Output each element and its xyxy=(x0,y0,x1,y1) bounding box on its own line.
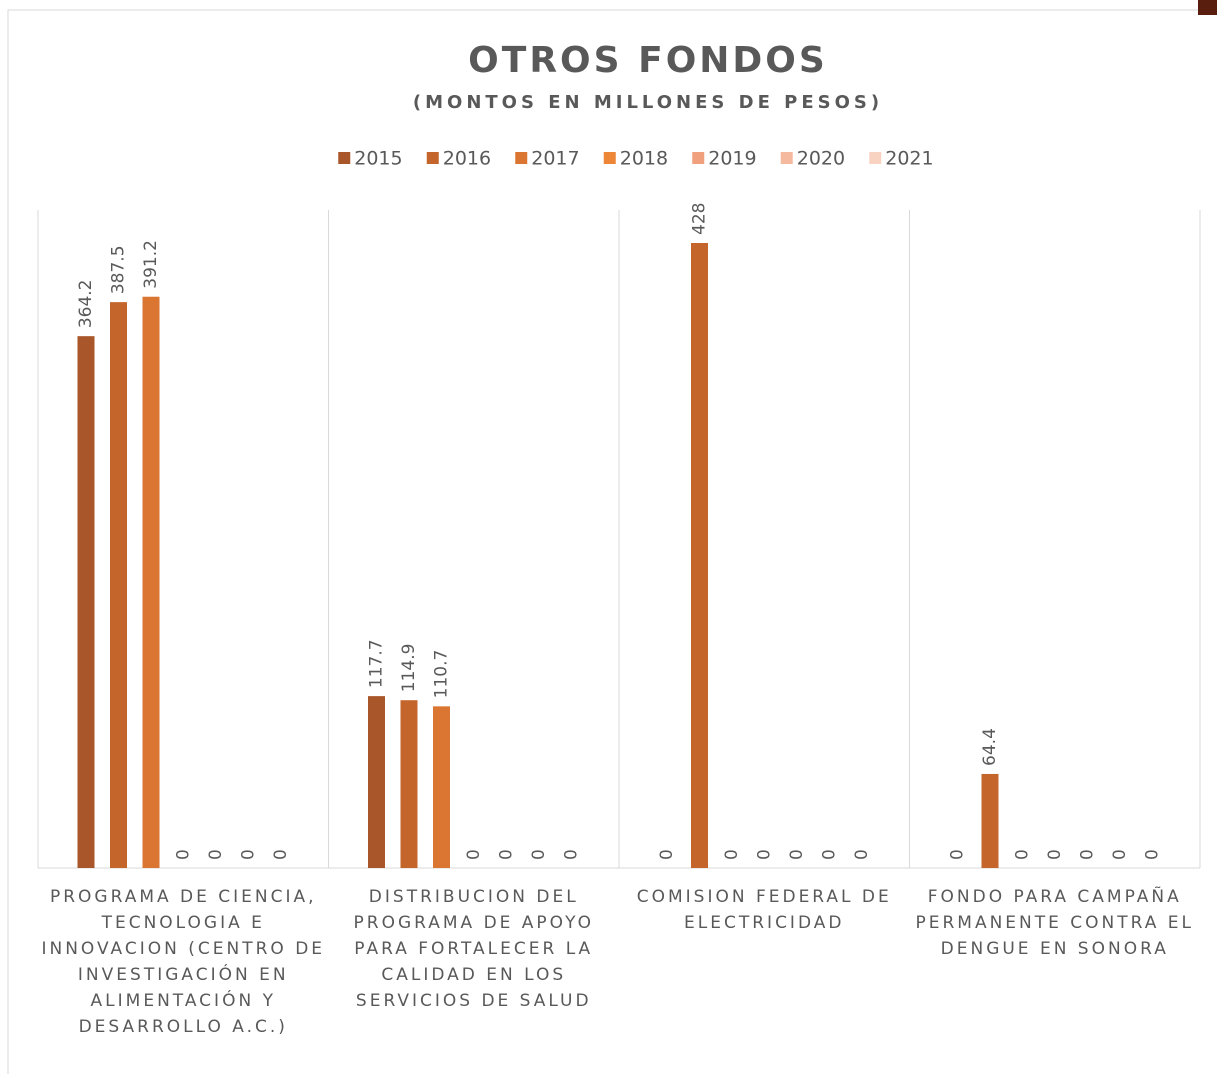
bar xyxy=(981,773,999,868)
legend-label: 2020 xyxy=(797,148,845,170)
data-label: 364.2 xyxy=(76,279,96,328)
data-label: 0 xyxy=(722,849,742,860)
data-label: 0 xyxy=(948,849,968,860)
data-label: 0 xyxy=(1110,849,1130,860)
legend-label: 2017 xyxy=(531,148,579,170)
bar xyxy=(400,700,418,868)
data-label: 0 xyxy=(657,849,677,860)
data-label: 387.5 xyxy=(109,245,129,294)
legend-label: 2021 xyxy=(885,148,933,170)
legend-swatch xyxy=(603,152,616,164)
bar xyxy=(691,243,708,868)
legend-swatch xyxy=(426,152,439,164)
legend-swatch xyxy=(338,152,351,164)
data-label: 64.4 xyxy=(980,728,1000,766)
data-label: 428 xyxy=(690,203,710,235)
data-label: 0 xyxy=(1045,849,1065,860)
data-label: 0 xyxy=(271,849,291,860)
data-label: 0 xyxy=(755,849,775,860)
chart-frame xyxy=(7,9,1217,1074)
data-label: 0 xyxy=(562,849,582,860)
data-label: 114.9 xyxy=(399,644,419,693)
legend-label: 2019 xyxy=(708,148,756,170)
legend-swatch xyxy=(869,152,882,164)
data-label: 110.7 xyxy=(432,650,452,699)
corner-decoration xyxy=(1198,0,1217,15)
bar xyxy=(142,296,160,869)
x-tick-label: DISTRIBUCION DEL PROGRAMA DE APOYO PARA … xyxy=(353,887,594,1011)
data-label: 0 xyxy=(529,849,549,860)
data-label: 0 xyxy=(852,849,872,860)
bar xyxy=(110,302,127,868)
legend-label: 2018 xyxy=(620,148,668,170)
data-label: 0 xyxy=(174,849,194,860)
x-tick-label: COMISION FEDERAL DE ELECTRICIDAD xyxy=(636,887,892,933)
bar xyxy=(77,336,95,868)
legend-swatch xyxy=(692,152,705,164)
legend-label: 2016 xyxy=(443,148,491,170)
legend-swatch xyxy=(515,152,528,164)
data-label: 391.2 xyxy=(141,240,161,289)
data-label: 0 xyxy=(820,849,840,860)
legend-label: 2015 xyxy=(354,148,402,170)
bar xyxy=(433,706,450,868)
data-label: 117.7 xyxy=(367,639,387,688)
data-label: 0 xyxy=(239,849,259,860)
data-label: 0 xyxy=(206,849,226,860)
data-label: 0 xyxy=(497,849,517,860)
data-label: 0 xyxy=(1013,849,1033,860)
bar xyxy=(368,696,385,868)
chart-subtitle: (MONTOS EN MILLONES DE PESOS) xyxy=(413,92,883,113)
x-tick-label: FONDO PARA CAMPAÑA PERMANENTE CONTRA EL … xyxy=(915,887,1195,959)
data-label: 0 xyxy=(787,849,807,860)
data-label: 0 xyxy=(1078,849,1098,860)
data-label: 0 xyxy=(464,849,484,860)
chart-title: OTROS FONDOS xyxy=(468,40,828,81)
legend-swatch xyxy=(780,152,793,164)
data-label: 0 xyxy=(1143,849,1163,860)
x-tick-label: PROGRAMA DE CIENCIA, TECNOLOGIA E INNOVA… xyxy=(41,887,326,1037)
